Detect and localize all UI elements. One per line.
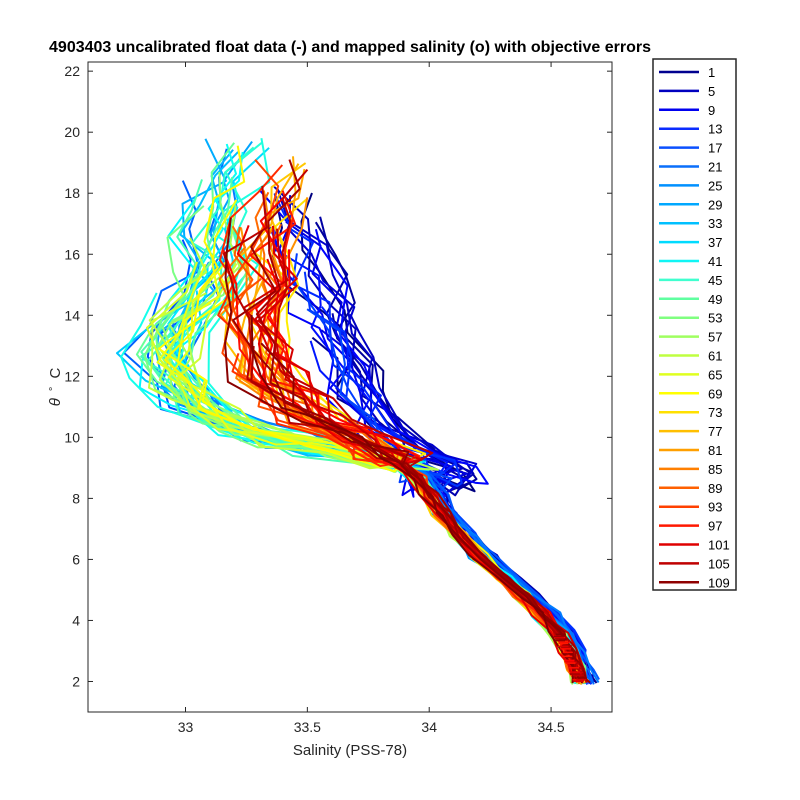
legend-label: 89 <box>708 481 722 496</box>
legend-label: 5 <box>708 84 715 99</box>
legend-label: 29 <box>708 197 722 212</box>
x-axis: 33 33.5 34 34.5 <box>178 62 565 735</box>
profile-line <box>260 342 588 681</box>
legend-box <box>652 58 737 591</box>
legend-label: 81 <box>708 443 722 458</box>
y-tick-label: 4 <box>72 612 80 628</box>
legend-label: 25 <box>708 178 722 193</box>
legend-label: 69 <box>708 386 722 401</box>
legend: 1 5 9 13 17 21 25 29 33 37 41 45 49 53 57 61 65 69 73 77 81 8… <box>652 58 737 591</box>
profile-line <box>236 225 575 683</box>
y-tick-label: 12 <box>64 368 80 384</box>
y-axis-label-symbol: θ <box>47 398 64 406</box>
legend-label: 37 <box>708 235 722 250</box>
y-axis-label: θ ∘ C <box>41 368 64 407</box>
legend-label: 45 <box>708 273 722 288</box>
legend-label: 53 <box>708 311 722 326</box>
legend-label: 17 <box>708 141 722 156</box>
y-tick-label: 22 <box>64 63 80 79</box>
legend-label: 1 <box>708 65 715 80</box>
legend-label: 57 <box>708 330 722 345</box>
legend-label: 97 <box>708 519 722 534</box>
plot-frame <box>87 61 613 713</box>
y-tick-label: 20 <box>64 124 80 140</box>
legend-label: 93 <box>708 500 722 515</box>
legend-label: 65 <box>708 367 722 382</box>
x-axis-label: Salinity (PSS-78) <box>293 742 407 759</box>
legend-label: 77 <box>708 424 722 439</box>
svg-text:θ ∘ C: θ ∘ C <box>41 368 64 407</box>
legend-label: 49 <box>708 292 722 307</box>
x-tick-label: 33.5 <box>294 719 321 735</box>
x-tick-label: 34.5 <box>537 719 564 735</box>
y-tick-label: 2 <box>72 673 80 689</box>
legend-label: 9 <box>708 103 715 118</box>
legend-label: 61 <box>708 349 722 364</box>
legend-label: 33 <box>708 216 722 231</box>
legend-label: 101 <box>708 538 730 553</box>
x-tick-label: 33 <box>178 719 194 735</box>
legend-label: 41 <box>708 254 722 269</box>
chart-title: 4903403 uncalibrated float data (-) and … <box>49 39 651 56</box>
y-tick-label: 18 <box>64 185 80 201</box>
legend-label: 109 <box>708 575 730 590</box>
legend-label: 73 <box>708 405 722 420</box>
legend-label: 21 <box>708 160 722 175</box>
y-axis: 2 4 6 8 10 12 14 16 18 20 22 <box>64 63 612 689</box>
y-axis-label-unit: C <box>47 368 64 379</box>
legend-label: 105 <box>708 556 730 571</box>
legend-label: 85 <box>708 462 722 477</box>
y-tick-label: 6 <box>72 551 80 567</box>
legend-label: 13 <box>708 122 722 137</box>
series-layer <box>116 138 600 685</box>
degree-symbol: ∘ <box>46 386 57 392</box>
marker-layer <box>553 633 587 683</box>
x-tick-label: 34 <box>421 719 437 735</box>
y-tick-label: 14 <box>64 307 80 323</box>
y-tick-label: 16 <box>64 246 80 262</box>
y-tick-label: 8 <box>72 490 80 506</box>
profile-line <box>250 314 575 684</box>
y-tick-label: 10 <box>64 429 80 445</box>
